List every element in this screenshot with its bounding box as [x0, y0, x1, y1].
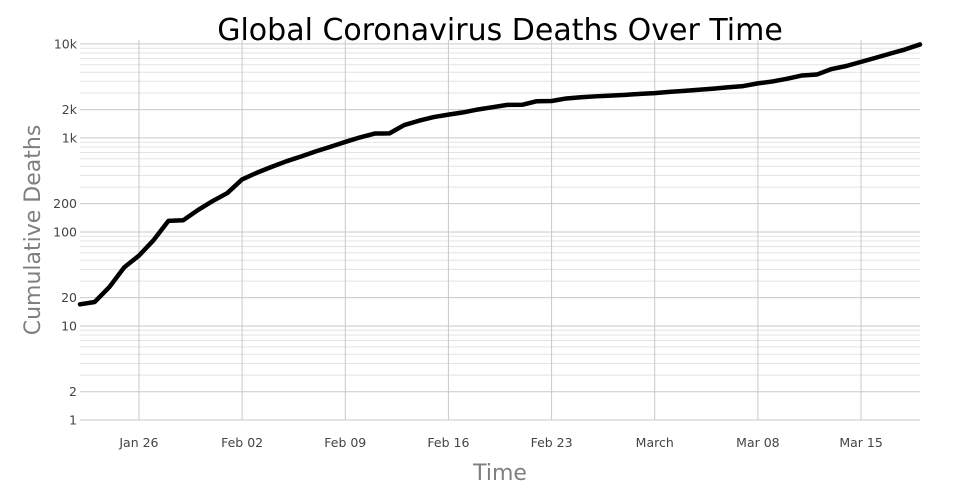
x-tick-label: Mar 15 — [839, 435, 882, 450]
chart-title: Global Coronavirus Deaths Over Time — [217, 13, 783, 48]
y-tick-label: 200 — [53, 196, 77, 211]
y-tick-label: 2k — [62, 102, 78, 117]
x-tick-label: Feb 16 — [427, 435, 469, 450]
y-axis-title: Cumulative Deaths — [21, 125, 46, 336]
major-gridlines — [80, 40, 920, 421]
x-tick-label: March — [636, 435, 674, 450]
x-tick-label: Jan 26 — [118, 435, 158, 450]
x-tick-label: Feb 09 — [324, 435, 366, 450]
y-tick-label: 20 — [61, 290, 77, 305]
y-tick-label: 2 — [69, 384, 77, 399]
y-axis-tick-labels: 1 2 10 20 100 200 1k 2k 10k — [53, 36, 78, 427]
x-tick-label: Feb 23 — [531, 435, 573, 450]
x-tick-label: Mar 08 — [736, 435, 780, 450]
y-tick-label: 100 — [53, 224, 77, 239]
x-axis-title: Time — [472, 461, 527, 486]
y-tick-label: 10 — [61, 318, 77, 333]
y-tick-label: 1 — [69, 413, 77, 428]
x-axis-tick-labels: Jan 26 Feb 02 Feb 09 Feb 16 Feb 23 March Mar 0… — [118, 435, 882, 450]
series-layer — [77, 42, 923, 307]
y-tick-label: 10k — [54, 36, 78, 51]
series-line — [77, 42, 923, 307]
y-tick-label: 1k — [62, 130, 78, 145]
x-tick-label: Feb 02 — [221, 435, 263, 450]
